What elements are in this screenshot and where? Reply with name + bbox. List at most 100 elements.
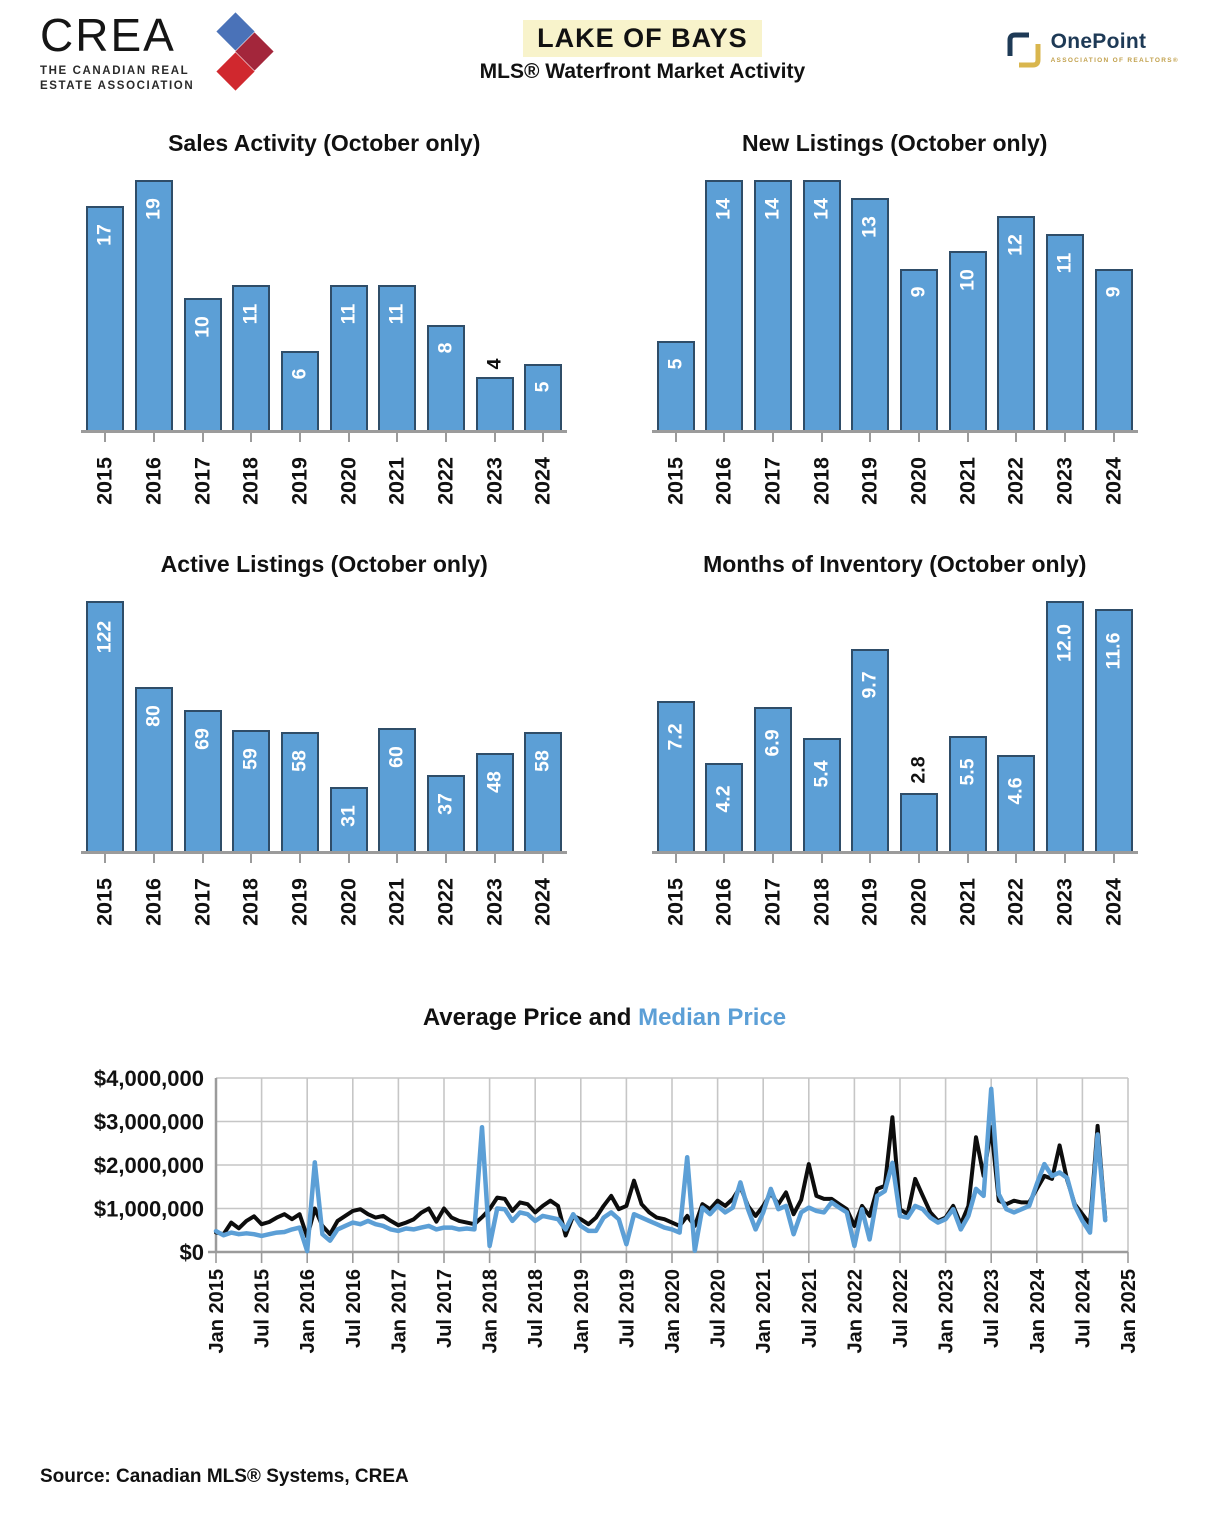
bar-value-label: 5.4	[810, 759, 833, 788]
bar: 5.5	[948, 736, 987, 851]
axis-tick	[869, 433, 872, 442]
x-axis-slot: 2015	[657, 433, 695, 525]
year-label: 2020	[336, 878, 361, 926]
bar: 58	[524, 732, 563, 851]
x-axis-slot: 2024	[1095, 433, 1133, 525]
axis-tick	[347, 433, 350, 442]
bar: 8	[426, 325, 465, 430]
bar: 5	[656, 341, 695, 430]
year-label: 2021	[384, 457, 409, 505]
bar: 17	[86, 206, 125, 430]
x-axis-slot: 2021	[378, 854, 416, 946]
bar: 10	[183, 298, 222, 430]
x-axis-slot: 2016	[705, 433, 743, 525]
year-label: 2015	[663, 457, 688, 505]
bar-value-label: 10	[956, 269, 979, 291]
bar: 58	[280, 732, 319, 851]
bar-value-label: 6	[288, 368, 311, 379]
year-label: 2021	[955, 878, 980, 926]
bar: 4.2	[705, 763, 744, 851]
year-label: 2018	[809, 457, 834, 505]
x-axis-slot: 2024	[524, 433, 562, 525]
bar-value-label: 59	[239, 748, 262, 770]
median-price-line	[213, 1086, 1107, 1254]
bar-value-label: 58	[288, 750, 311, 772]
x-axis-label: Jul 2017	[434, 1269, 456, 1348]
bar-value-label: 122	[93, 620, 116, 653]
bar-value-label: 31	[337, 805, 360, 827]
axis-tick	[298, 433, 301, 442]
bar: 48	[475, 753, 514, 851]
year-label: 2020	[336, 457, 361, 505]
bar: 14	[754, 180, 793, 430]
year-label: 2023	[1052, 878, 1077, 926]
x-axis-label: Jan 2019	[570, 1269, 592, 1354]
bar-value-label: 6.9	[761, 728, 784, 757]
bar: 9.7	[851, 649, 890, 851]
bar-value-label: 5	[664, 358, 687, 369]
axis-tick	[869, 854, 872, 863]
axis-tick	[966, 433, 969, 442]
bar-value-label: 13	[858, 216, 881, 238]
x-axis-slot: 2019	[851, 854, 889, 946]
year-label: 2020	[906, 878, 931, 926]
x-axis-slot: 2020	[330, 433, 368, 525]
bar-value-label: 8	[434, 342, 457, 353]
chart-plot: 7.2 4.2 6.9 5.4 9.7 2.8 5.5 4.6 12.0 11.6	[651, 601, 1138, 854]
x-axis-slot: 2023	[476, 433, 514, 525]
bar-value-label: 17	[93, 224, 116, 246]
bar-value-label: 11	[239, 303, 262, 325]
axis-tick	[1015, 433, 1018, 442]
x-axis-slot: 2021	[378, 433, 416, 525]
bar-chart-sales-activity: Sales Activity (October only) 17 19 10 11 6 1…	[62, 130, 587, 525]
price-chart: Average Price and Median Price $0 $1,000,…	[0, 1004, 1209, 1394]
x-axis-slot: 2020	[900, 433, 938, 525]
axis-tick	[674, 854, 677, 863]
x-axis-label: Jan 2016	[297, 1269, 319, 1354]
year-label: 2017	[190, 878, 215, 926]
bar: 59	[232, 730, 271, 851]
crea-diamonds-icon	[208, 12, 280, 98]
bar: 11	[232, 285, 271, 430]
year-label: 2017	[190, 457, 215, 505]
axis-tick	[298, 854, 301, 863]
x-axis-slot: 2022	[997, 433, 1035, 525]
bar-value-label: 14	[712, 198, 735, 220]
year-label: 2016	[711, 878, 736, 926]
chart-title: Months of Inventory (October only)	[703, 551, 1087, 577]
bar: 69	[183, 710, 222, 851]
bar: 14	[802, 180, 841, 430]
axis-tick	[542, 433, 545, 442]
x-axis-slot: 2022	[427, 854, 465, 946]
x-axis-label: Jul 2019	[616, 1269, 638, 1348]
bar-value-label: 4.6	[1004, 776, 1027, 805]
x-axis-slot: 2015	[657, 854, 695, 946]
axis-tick	[201, 433, 204, 442]
year-label: 2024	[530, 878, 555, 926]
page-subtitle: MLS® Waterfront Market Activity	[479, 60, 806, 83]
bar-value-label: 12.0	[1053, 624, 1076, 662]
bar: 37	[426, 775, 465, 851]
year-label: 2016	[141, 457, 166, 505]
crea-wordmark: CREA	[40, 9, 176, 61]
bar: 6.9	[754, 707, 793, 851]
bar-value-label: 14	[810, 198, 833, 220]
axis-tick	[201, 854, 204, 863]
x-axis-slot: 2019	[281, 854, 319, 946]
axis-tick	[772, 433, 775, 442]
bar-chart-new-listings: New Listings (October only) 5 14 14 14 13 9 10…	[633, 130, 1158, 525]
axis-tick	[493, 433, 496, 442]
x-axis-slot: 2020	[330, 854, 368, 946]
x-axis-slot: 2015	[86, 854, 124, 946]
bar: 5	[524, 364, 563, 430]
x-axis-slot: 2018	[803, 433, 841, 525]
axis-tick	[772, 854, 775, 863]
axis-tick	[1015, 854, 1018, 863]
axis-tick	[152, 854, 155, 863]
year-label: 2018	[238, 457, 263, 505]
average-price-title: Average Price and	[422, 1004, 639, 1031]
x-axis-slot: 2024	[1095, 854, 1133, 946]
year-label: 2018	[809, 878, 834, 926]
bar-charts-grid: Sales Activity (October only) 17 19 10 11 6 1…	[0, 104, 1209, 946]
